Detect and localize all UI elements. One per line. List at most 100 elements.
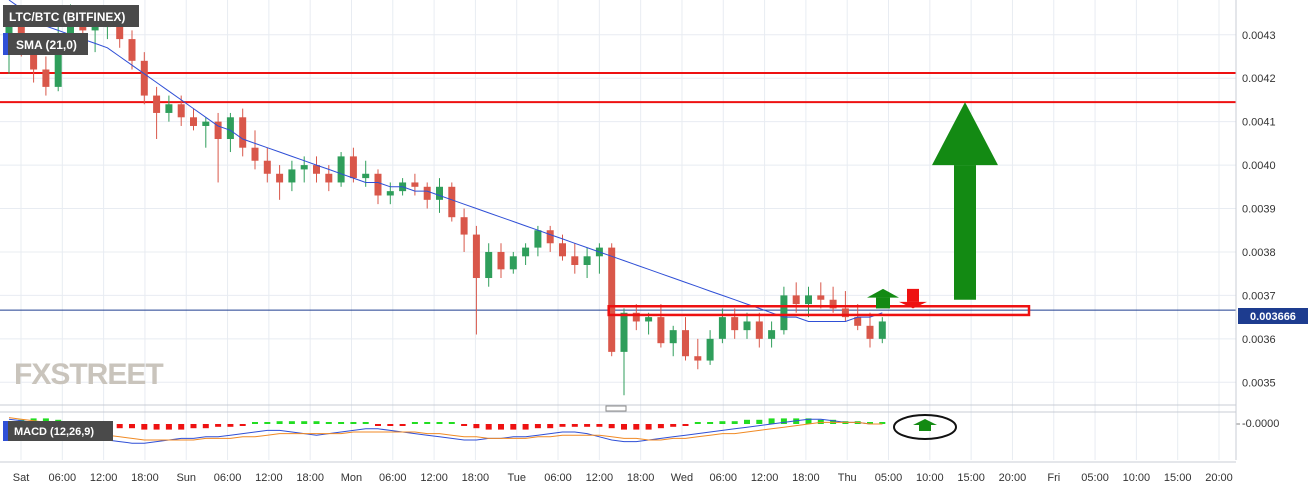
candle-body — [780, 295, 788, 331]
candle-body — [755, 321, 763, 339]
y-tick-label: 0.0039 — [1242, 204, 1276, 216]
x-tick-label: 18:00 — [792, 472, 820, 484]
macd-hist-bar — [325, 422, 332, 424]
watermark: FXSTREET — [14, 358, 163, 391]
candle-body — [608, 247, 616, 352]
candle-body — [571, 256, 579, 265]
candle-body — [349, 156, 357, 179]
candle-body — [251, 147, 259, 161]
candle-body — [497, 251, 505, 270]
sma-legend-bg — [3, 33, 88, 55]
x-tick-label: Fri — [1047, 472, 1060, 484]
candle-body — [214, 121, 222, 140]
x-tick-label: 10:00 — [1123, 472, 1151, 484]
macd-hist-bar — [584, 424, 591, 427]
macd-hist-bar — [621, 424, 627, 430]
candle-body — [386, 191, 394, 196]
target-arrow-shaft — [954, 165, 976, 300]
last-price-label: 0.003666 — [1250, 311, 1296, 323]
candle-body — [706, 338, 714, 361]
y-tick-label: 0.0042 — [1242, 73, 1276, 85]
x-tick-label: 06:00 — [544, 472, 572, 484]
y-tick-label: 0.0043 — [1242, 30, 1276, 42]
x-tick-label: 20:00 — [999, 472, 1027, 484]
macd-hist-bar — [731, 421, 738, 424]
candle-body — [276, 173, 284, 183]
x-tick-label: Sat — [13, 472, 30, 484]
candle-body — [448, 186, 456, 218]
x-tick-label: 20:00 — [1205, 472, 1233, 484]
macd-hist-bar — [879, 422, 886, 424]
macd-hist-bar — [227, 424, 234, 427]
candle-body — [436, 186, 443, 200]
candle-body — [300, 165, 308, 170]
x-tick-label: 18:00 — [462, 472, 490, 484]
macd-hist-bar — [288, 421, 295, 424]
small-down-arrow-head — [899, 301, 927, 309]
macd-legend-bg — [3, 421, 113, 441]
x-tick-label: 06:00 — [379, 472, 407, 484]
candle-body — [534, 230, 542, 248]
macd-hist-bar — [202, 424, 209, 429]
candle-body — [239, 117, 247, 148]
candle-body — [583, 256, 591, 265]
macd-hist-bar — [633, 424, 640, 430]
macd-hist-bar — [436, 422, 443, 424]
x-tick-label: 12:00 — [586, 472, 614, 484]
macd-signal-line — [8, 417, 883, 441]
y-tick-label: 0.0038 — [1242, 247, 1276, 259]
macd-legend: MACD (12,26,9) — [3, 421, 113, 441]
x-tick-label: 18:00 — [627, 472, 655, 484]
candle-body — [805, 295, 812, 305]
crossover-arrow-head — [913, 419, 937, 425]
x-tick-label: 12:00 — [420, 472, 448, 484]
macd-hist-bar — [411, 422, 418, 424]
macd-hist-bar — [719, 421, 726, 424]
candle-body — [829, 299, 837, 309]
macd-panel — [6, 414, 1240, 444]
candle-body — [768, 330, 776, 339]
macd-hist-bar — [559, 424, 566, 427]
candle-body — [411, 182, 419, 187]
macd-value-label: -0.0000 — [1242, 418, 1279, 430]
macd-hist-bar — [375, 424, 381, 426]
x-tick-label: 18:00 — [296, 472, 324, 484]
x-tick-label: 05:00 — [875, 472, 903, 484]
macd-hist-bar — [645, 424, 652, 430]
candle-body — [325, 173, 333, 183]
macd-hist-bar — [116, 424, 123, 429]
last-price-tag: 0.003666 — [1238, 308, 1308, 324]
candle-body — [669, 330, 677, 344]
candle-body — [878, 321, 886, 339]
macd-hist-bar — [215, 424, 222, 427]
macd-hist-bar — [264, 422, 271, 424]
x-tick-label: 12:00 — [255, 472, 283, 484]
macd-hist-bar — [473, 424, 480, 429]
candle-body — [140, 60, 148, 96]
macd-hist-bar — [461, 424, 468, 426]
macd-hist-bar — [190, 424, 197, 429]
small-up-arrow-head — [867, 288, 899, 298]
target-arrow-head — [932, 102, 998, 166]
candle-body — [313, 165, 320, 174]
candle-body — [165, 104, 173, 113]
macd-hist-bar — [141, 424, 148, 430]
macd-hist-bar — [694, 422, 701, 424]
macd-hist-bar — [424, 422, 431, 424]
x-tick-label: 18:00 — [131, 472, 159, 484]
last-price-tag-bg — [1238, 308, 1308, 324]
candle-body — [854, 317, 862, 326]
x-tick-label: 06:00 — [49, 472, 77, 484]
macd-hist-bar — [448, 422, 455, 424]
macd-label: MACD (12,26,9) — [14, 426, 94, 438]
x-tick-label: 12:00 — [90, 472, 118, 484]
candle-body — [718, 317, 726, 339]
candle-body — [54, 34, 62, 87]
sma-legend-swatch — [3, 33, 8, 55]
crossover-arrow-shaft — [919, 425, 931, 431]
macd-hist-bar — [805, 418, 812, 424]
candle-body — [128, 39, 136, 61]
candle-body — [153, 95, 161, 113]
x-tick-label: 10:00 — [916, 472, 944, 484]
